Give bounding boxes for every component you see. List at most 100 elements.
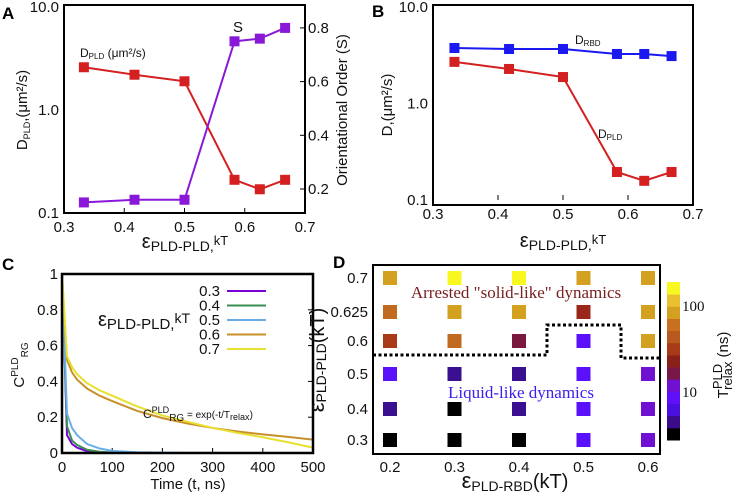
heatmap-cell xyxy=(641,433,655,447)
heatmap-cell xyxy=(383,433,397,447)
panel-c-legend-label: 0.6 xyxy=(199,327,220,344)
panel-c-xtick-label: 300 xyxy=(200,459,225,476)
panel-a-xtick-label: 0.3 xyxy=(54,219,75,236)
panel-b-data-point xyxy=(558,72,568,83)
heatmap-cell xyxy=(512,433,526,447)
panel-a-data-point xyxy=(254,184,265,195)
colorbar-segment xyxy=(667,282,680,295)
panel-a-data-point xyxy=(280,174,291,185)
panel-d-xtick-label: 0.4 xyxy=(509,459,530,476)
colorbar-tick-label: 100 xyxy=(682,299,705,315)
panel-b-data-point xyxy=(666,51,677,62)
panel-b-ytick-label: 1.0 xyxy=(407,96,428,113)
panel-d-xtick-label: 0.6 xyxy=(638,459,659,476)
panel-b-xtick-label: 0.3 xyxy=(423,206,444,223)
colorbar-segment xyxy=(667,427,680,441)
panel-b-xtick-label: 0.7 xyxy=(683,206,704,223)
colorbar-tick-label: 10 xyxy=(682,385,697,401)
panel-d-ytick-label: 0.7 xyxy=(347,270,368,287)
panel-a-y2tick-label: 0.4 xyxy=(308,127,329,144)
heatmap-cell xyxy=(512,271,526,285)
liquid-region-label: Liquid-like dynamics xyxy=(448,383,594,402)
colorbar-label: TPLDrelax (ns) xyxy=(710,332,733,399)
panel-b-data-point xyxy=(449,56,460,67)
colorbar-segment xyxy=(667,294,680,307)
panel-c-ytick-label: 0.8 xyxy=(37,302,58,319)
panel-c-ytick-label: 0 xyxy=(50,445,58,462)
panel-a-data-point xyxy=(229,36,240,47)
panel-c-ytick-label: 0.6 xyxy=(37,338,58,355)
panel-b-dpld-annotation: DPLD xyxy=(598,127,622,142)
heatmap-cell xyxy=(641,271,655,285)
heatmap-cell xyxy=(641,334,655,348)
panel-d-ytick-label: 0.625 xyxy=(330,304,368,321)
colorbar-segment xyxy=(667,415,680,429)
panel-b-chart: 0.3 0.4 0.5 0.6 0.7 10.0 1.0 0.1 xyxy=(399,0,704,223)
panel-c-series-line xyxy=(61,273,314,441)
panel-d-ytick-label: 0.3 xyxy=(347,432,368,449)
heatmap-cell xyxy=(447,402,462,416)
panel-b-data-point xyxy=(639,48,650,59)
colorbar-segment xyxy=(667,354,680,368)
heatmap-cell xyxy=(512,305,526,319)
panel-c-ylabel: CPLDRG xyxy=(10,342,31,388)
panel-b-ytick-label: 10.0 xyxy=(399,0,428,16)
panel-a-xtick-label: 0.6 xyxy=(234,219,255,236)
heatmap-cell xyxy=(576,402,591,416)
colorbar-segment xyxy=(667,367,680,380)
heatmap-cell xyxy=(383,367,397,381)
panel-a-ytick-label: 10.0 xyxy=(30,0,59,16)
panel-a-data-point xyxy=(229,174,240,185)
heatmap-cell xyxy=(512,334,526,348)
panel-a-xtick-label: 0.5 xyxy=(174,219,195,236)
colorbar-segment xyxy=(667,342,680,356)
panel-b-xtick-label: 0.5 xyxy=(553,206,574,223)
heatmap-cell xyxy=(576,334,591,348)
panel-d-ytick-label: 0.6 xyxy=(347,333,368,350)
panel-a-dpld-annotation: DPLD (μm²/s) xyxy=(80,46,146,61)
heatmap-cell xyxy=(641,402,655,416)
panel-a-data-point xyxy=(129,69,140,80)
colorbar-segment xyxy=(667,391,680,405)
heatmap-cell xyxy=(576,305,591,319)
panel-b-xtick-label: 0.4 xyxy=(488,206,509,223)
colorbar-segment xyxy=(667,379,680,392)
heatmap-cell xyxy=(576,367,591,381)
panel-d-ylabel: εPLD-PLD(kT) xyxy=(304,308,329,413)
panel-d-xtick-label: 0.5 xyxy=(573,459,594,476)
panel-c-legend-label: 0.7 xyxy=(199,341,220,358)
panel-a-y2label: Orientational Order (S) xyxy=(334,34,351,186)
panel-c-xlabel: Time (t, ns) xyxy=(150,476,225,493)
panel-c-legend-label: 0.3 xyxy=(199,283,220,300)
arrested-region-label: Arrested "solid-like" dynamics xyxy=(411,283,621,302)
panel-c-ytick-label: 0.4 xyxy=(37,373,58,390)
panel-a-data-point xyxy=(280,22,291,33)
colorbar: 10 100 xyxy=(667,282,705,441)
heatmap-cell xyxy=(576,271,591,285)
panel-b-data-point xyxy=(449,42,460,53)
panel-a-frame xyxy=(63,4,306,214)
heatmap-cell xyxy=(641,305,655,319)
panel-c-xtick-label: 400 xyxy=(250,459,275,476)
panel-b-data-point xyxy=(639,175,650,186)
colorbar-segment xyxy=(667,318,680,332)
panel-a-data-point xyxy=(254,33,265,44)
panel-a-data-point xyxy=(78,62,89,73)
panel-b-data-point xyxy=(666,167,677,178)
panel-d-ytick-label: 0.5 xyxy=(347,366,368,383)
panel-c-ytick-label: 0.2 xyxy=(37,409,58,426)
heatmap-cell xyxy=(383,305,397,319)
panel-c-legend-label: 0.5 xyxy=(199,312,220,329)
panel-c-series-line xyxy=(61,273,313,454)
panel-c-xtick-label: 500 xyxy=(300,459,325,476)
heatmap-cell xyxy=(512,402,526,416)
panel-a-y2tick-label: 0.2 xyxy=(308,181,329,198)
panel-c-xtick-label: 200 xyxy=(150,459,175,476)
panel-a-xtick-label: 0.4 xyxy=(114,219,135,236)
panel-a-ylabel: DPLD,(μm²/s) xyxy=(14,70,32,150)
heatmap-cell xyxy=(383,334,397,348)
panel-a-xlabel: εPLD-PLD,kT xyxy=(142,231,228,254)
panel-c-legend-label: 0.4 xyxy=(199,298,220,315)
panel-a-ytick-label: 1.0 xyxy=(38,102,59,119)
